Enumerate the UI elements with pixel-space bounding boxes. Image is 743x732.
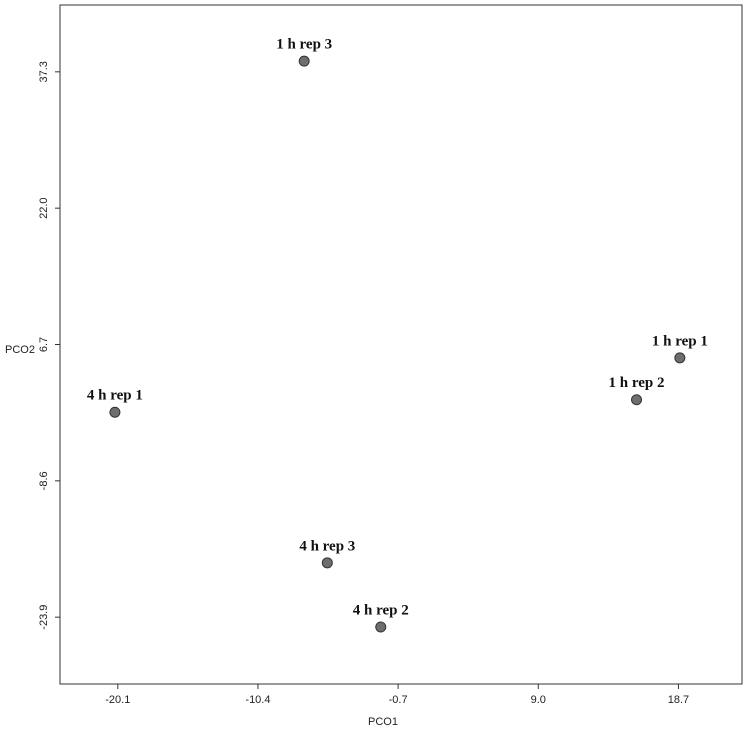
x-tick-label: -10.4 [245, 694, 270, 706]
y-tick-label: -23.9 [38, 605, 50, 630]
point-label: 4 h rep 2 [353, 602, 409, 618]
y-tick-label: 37.3 [38, 61, 50, 82]
y-axis-label: PCO2 [5, 344, 35, 356]
point-label: 4 h rep 1 [87, 388, 143, 404]
y-tick-label: 6.7 [38, 337, 50, 352]
point [298, 55, 310, 67]
x-tick-label: 9.0 [531, 694, 546, 706]
y-tick-label: 22.0 [38, 197, 50, 218]
plot-frame [59, 4, 743, 685]
point-label: 1 h rep 2 [609, 375, 665, 391]
point-label: 1 h rep 3 [276, 37, 332, 53]
x-axis-label: PCO1 [368, 716, 398, 728]
point-label: 4 h rep 3 [299, 538, 355, 554]
point [631, 394, 643, 406]
point [321, 557, 333, 569]
x-tick-label: -20.1 [105, 694, 130, 706]
x-tick-label: 18.7 [668, 694, 689, 706]
point [674, 352, 686, 364]
y-tick-label: -8.6 [38, 471, 50, 490]
x-tick-label: -0.7 [389, 694, 408, 706]
point-label: 1 h rep 1 [652, 333, 708, 349]
point [375, 621, 387, 633]
point [109, 406, 121, 418]
